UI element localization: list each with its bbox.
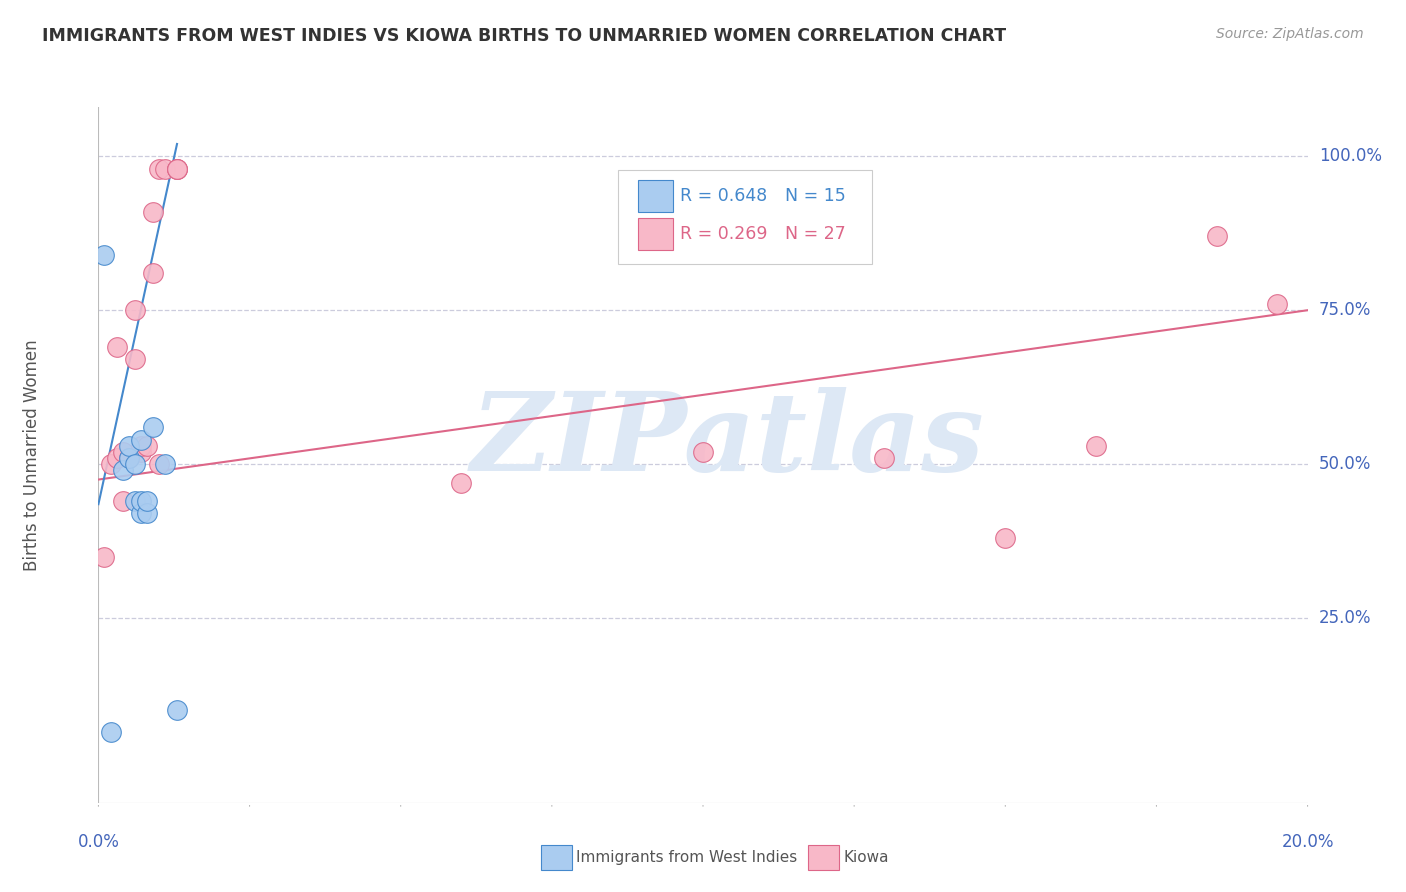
Point [118, 439, 141, 453]
Point [124, 352, 146, 367]
Point [100, 725, 122, 739]
Text: Source: ZipAtlas.com: Source: ZipAtlas.com [1216, 27, 1364, 41]
Text: 50.0%: 50.0% [1319, 455, 1371, 473]
Point [135, 439, 157, 453]
Point [135, 507, 157, 521]
Point [100, 457, 122, 471]
Point [105, 340, 128, 354]
Point [135, 494, 157, 508]
Point [129, 433, 152, 447]
Point [166, 161, 188, 176]
Point [105, 450, 128, 465]
Point [129, 445, 152, 459]
Point [153, 161, 176, 176]
Text: Kiowa: Kiowa [844, 850, 889, 864]
Point [129, 439, 152, 453]
Point [142, 204, 165, 219]
Point [1265, 297, 1288, 311]
Point [111, 494, 134, 508]
Text: IMMIGRANTS FROM WEST INDIES VS KIOWA BIRTHS TO UNMARRIED WOMEN CORRELATION CHART: IMMIGRANTS FROM WEST INDIES VS KIOWA BIR… [42, 27, 1007, 45]
Point [994, 531, 1017, 545]
Point [1206, 229, 1229, 244]
Text: 75.0%: 75.0% [1319, 301, 1371, 319]
Point [111, 445, 134, 459]
FancyBboxPatch shape [638, 218, 672, 250]
Point [93, 549, 115, 564]
Point [1085, 439, 1108, 453]
Point [153, 457, 176, 471]
Text: 100.0%: 100.0% [1319, 147, 1382, 165]
Text: R = 0.648: R = 0.648 [681, 187, 768, 205]
Text: Immigrants from West Indies: Immigrants from West Indies [576, 850, 797, 864]
Text: ZIPatlas: ZIPatlas [470, 387, 984, 495]
Point [873, 450, 896, 465]
Point [124, 303, 146, 318]
Point [148, 457, 170, 471]
Point [129, 507, 152, 521]
Point [93, 248, 115, 262]
FancyBboxPatch shape [638, 180, 672, 212]
Point [111, 463, 134, 477]
FancyBboxPatch shape [619, 169, 872, 263]
Text: 0.0%: 0.0% [77, 833, 120, 851]
Text: 25.0%: 25.0% [1319, 609, 1371, 627]
Point [124, 457, 146, 471]
Point [166, 161, 188, 176]
Point [692, 445, 714, 459]
Text: Births to Unmarried Women: Births to Unmarried Women [22, 339, 41, 571]
Text: N = 15: N = 15 [785, 187, 846, 205]
Point [118, 450, 141, 465]
Point [148, 161, 170, 176]
Point [166, 161, 188, 176]
Point [166, 703, 188, 717]
Point [118, 450, 141, 465]
Text: R = 0.269: R = 0.269 [681, 225, 768, 243]
Point [450, 475, 472, 490]
Point [124, 494, 146, 508]
Text: 20.0%: 20.0% [1281, 833, 1334, 851]
Point [142, 266, 165, 280]
Point [142, 420, 165, 434]
Point [129, 494, 152, 508]
Text: N = 27: N = 27 [785, 225, 846, 243]
